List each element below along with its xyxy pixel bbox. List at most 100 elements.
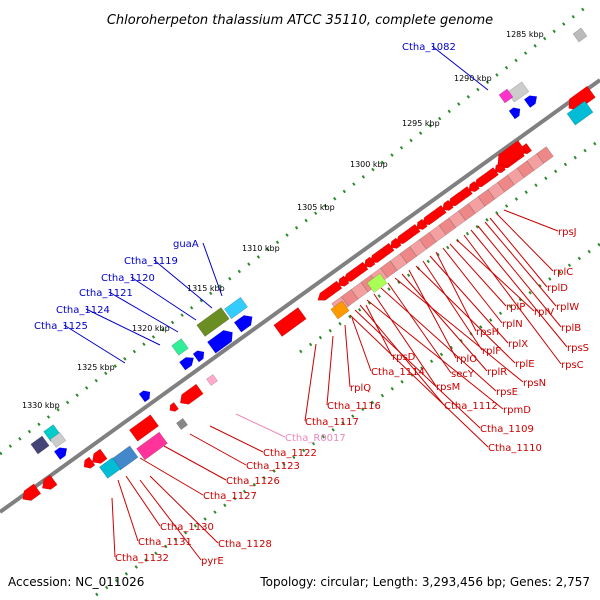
gene-label: Ctha_1126 [226,476,280,487]
label-leader-line [442,247,503,324]
label-leader-line [189,433,247,466]
gene-label: rplX [508,339,528,350]
ribosomal-gene-box [448,210,466,229]
gene-arrow-blue [508,107,521,120]
gene-label: rpsM [436,382,460,393]
ribosomal-gene-box [380,260,398,279]
gene-label: guaA [173,239,199,250]
label-leader-line [349,314,489,448]
label-leader-line [209,425,264,453]
label-leader-line [117,479,139,542]
label-leader-line [463,234,562,365]
gene-label: Ctha_1131 [138,537,192,548]
label-leader-line [484,221,557,307]
label-leader-line [422,260,483,351]
forward-gene-arrow [364,256,376,268]
gene-label: rplQ [350,383,371,394]
gene-box-orange [330,300,350,320]
gene-box-olive [196,307,230,337]
gene-arrow-blue [179,357,194,371]
ribosomal-gene-box [428,224,447,243]
label-leader-line [394,277,524,383]
gene-box-green [171,338,189,356]
label-leader-line [380,287,497,392]
ribosomal-gene-box [477,189,496,207]
ribosomal-gene-box [506,167,525,186]
label-leader-line [456,239,535,312]
gene-label: rplC [553,267,573,278]
gene-label: rpsS [567,343,589,354]
gene-label: Ctha_1130 [160,522,214,533]
label-leader-line [344,324,351,388]
forward-gene-arrow [338,275,350,287]
ribosomal-gene-box [438,217,457,236]
gene-label: rpsC [561,360,584,371]
gene-label: rplV [534,307,554,318]
gene-label: rplF [482,346,501,357]
gene-box-red [129,414,159,442]
gene-arrow-blue [138,390,151,403]
gene-box-cyan [566,100,594,126]
forward-gene-arrow [416,218,428,230]
gene-box-cyan [224,296,248,320]
gene-arrow-blue [523,95,538,108]
label-leader-line [108,291,179,333]
gene-arrow-red [180,383,204,405]
ribosomal-gene-box [458,203,476,221]
gene-arrow-large [497,140,527,167]
label-leader-line [477,225,562,328]
gene-label: Ctha_1116 [327,401,381,412]
ribosomal-gene-box [487,181,505,200]
label-leader-line [85,308,161,346]
gene-label: rplD [547,283,568,294]
ribosomal-gene-box [516,160,535,179]
ribosomal-gene-box [399,246,418,264]
gene-box-red [273,307,307,337]
gene-label: rplB [561,323,581,334]
gene-arrow-red [42,474,58,490]
label-leader-line [415,265,516,364]
gene-label: rplE [515,359,535,370]
gene-label: rpsJ [558,227,577,238]
label-leader-line [503,209,559,232]
inner-tick-track-2 [299,138,600,354]
map-title: Chloroherpeton thalassium ATCC 35110, co… [107,13,493,28]
gene-box-magenta [136,431,168,461]
label-leader-line [408,269,457,359]
label-leader-line [163,445,227,481]
ribosomal-gene-box [409,239,427,257]
gene-label: Ctha_1132 [115,553,169,564]
label-leader-line [111,497,116,558]
gene-label: rplR [487,367,507,378]
label-leader-line [401,273,488,372]
label-leader-line [63,324,126,364]
gene-box-pink [206,374,218,386]
label-leader-line [496,213,554,272]
gene-label: Ctha_1127 [203,491,257,502]
label-leader-line [489,217,548,288]
kbp-marker-label: 1330 kbp [22,401,60,410]
gene-arrow-red [22,483,42,501]
label-leader-line [139,457,204,496]
label-leader-line [470,229,568,348]
ribosomal-gene-box [497,174,515,193]
gene-features [22,27,596,501]
gene-label: Ctha_1109 [480,424,534,435]
gene-box-grey [49,432,67,448]
gene-label: Ctha_1123 [246,461,300,472]
label-leader-line [153,259,213,309]
ribosomal-gene-box [389,253,408,271]
gene-box-darkgrey [176,418,188,430]
label-leader-line [354,309,481,429]
label-leader-line [373,293,437,387]
gene-label: rpsE [496,387,518,398]
gene-label: Ctha_1124 [56,305,110,316]
gene-label: Ctha_1128 [218,539,272,550]
label-leader-line [449,243,507,307]
forward-gene-arrow [390,237,402,249]
kbp-marker-label: 1285 kbp [506,30,544,39]
gene-arrow-red [92,448,108,464]
label-leader-line [326,335,334,406]
gene-label: Ctha_1110 [488,443,542,454]
